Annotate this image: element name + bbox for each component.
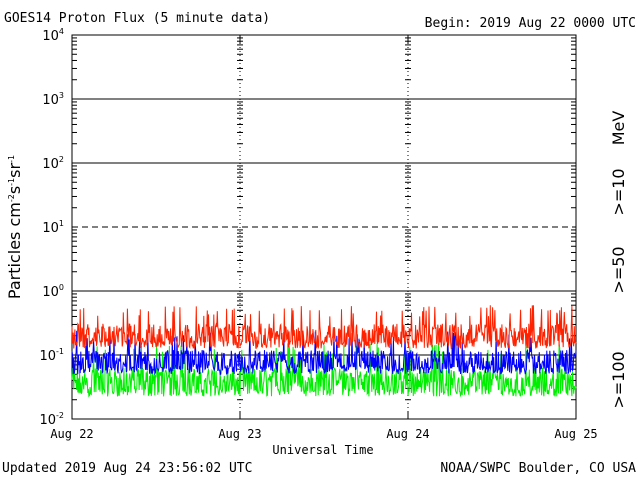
x-tick-label: Aug 23: [218, 427, 261, 441]
y-tick-label: 10-1: [39, 347, 64, 364]
y-axis-title: Particles cm-2s-1sr-1: [5, 155, 24, 299]
legend-ge10: >=10: [609, 168, 628, 215]
y-tick-labels: 10-2 10-1 100 101 102 103 104: [39, 27, 64, 428]
y-tick-label: 100: [42, 283, 64, 300]
x-tick-label: Aug 25: [554, 427, 597, 441]
legend-ge100: >=100: [609, 351, 628, 408]
series-line->=50: [71, 330, 577, 376]
minor-ticks: [71, 35, 577, 419]
begin-time: Begin: 2019 Aug 22 0000 UTC: [425, 16, 636, 31]
legend-ge50: >=50: [609, 246, 628, 293]
y-tick-label: 104: [42, 27, 64, 44]
legend-unit: MeV: [609, 111, 628, 146]
y-tick-label: 103: [42, 91, 64, 108]
y-tick-label: 102: [42, 155, 64, 172]
x-tick-labels: Aug 22 Aug 23 Aug 24 Aug 25: [50, 427, 597, 441]
chart-title: GOES14 Proton Flux (5 minute data): [4, 11, 270, 26]
decade-gridlines: [72, 98, 576, 356]
x-tick-label: Aug 24: [386, 427, 429, 441]
series-group: [71, 305, 577, 398]
y-tick-label: 10-2: [39, 411, 64, 428]
y-tick-label: 101: [42, 219, 64, 236]
series-line->=100: [71, 342, 577, 398]
x-axis-title: Universal Time: [272, 443, 373, 457]
x-tick-label: Aug 22: [50, 427, 93, 441]
updated-time: Updated 2019 Aug 24 23:56:02 UTC: [2, 461, 252, 476]
credit: NOAA/SWPC Boulder, CO USA: [440, 461, 636, 476]
series-line->=10: [71, 305, 577, 350]
